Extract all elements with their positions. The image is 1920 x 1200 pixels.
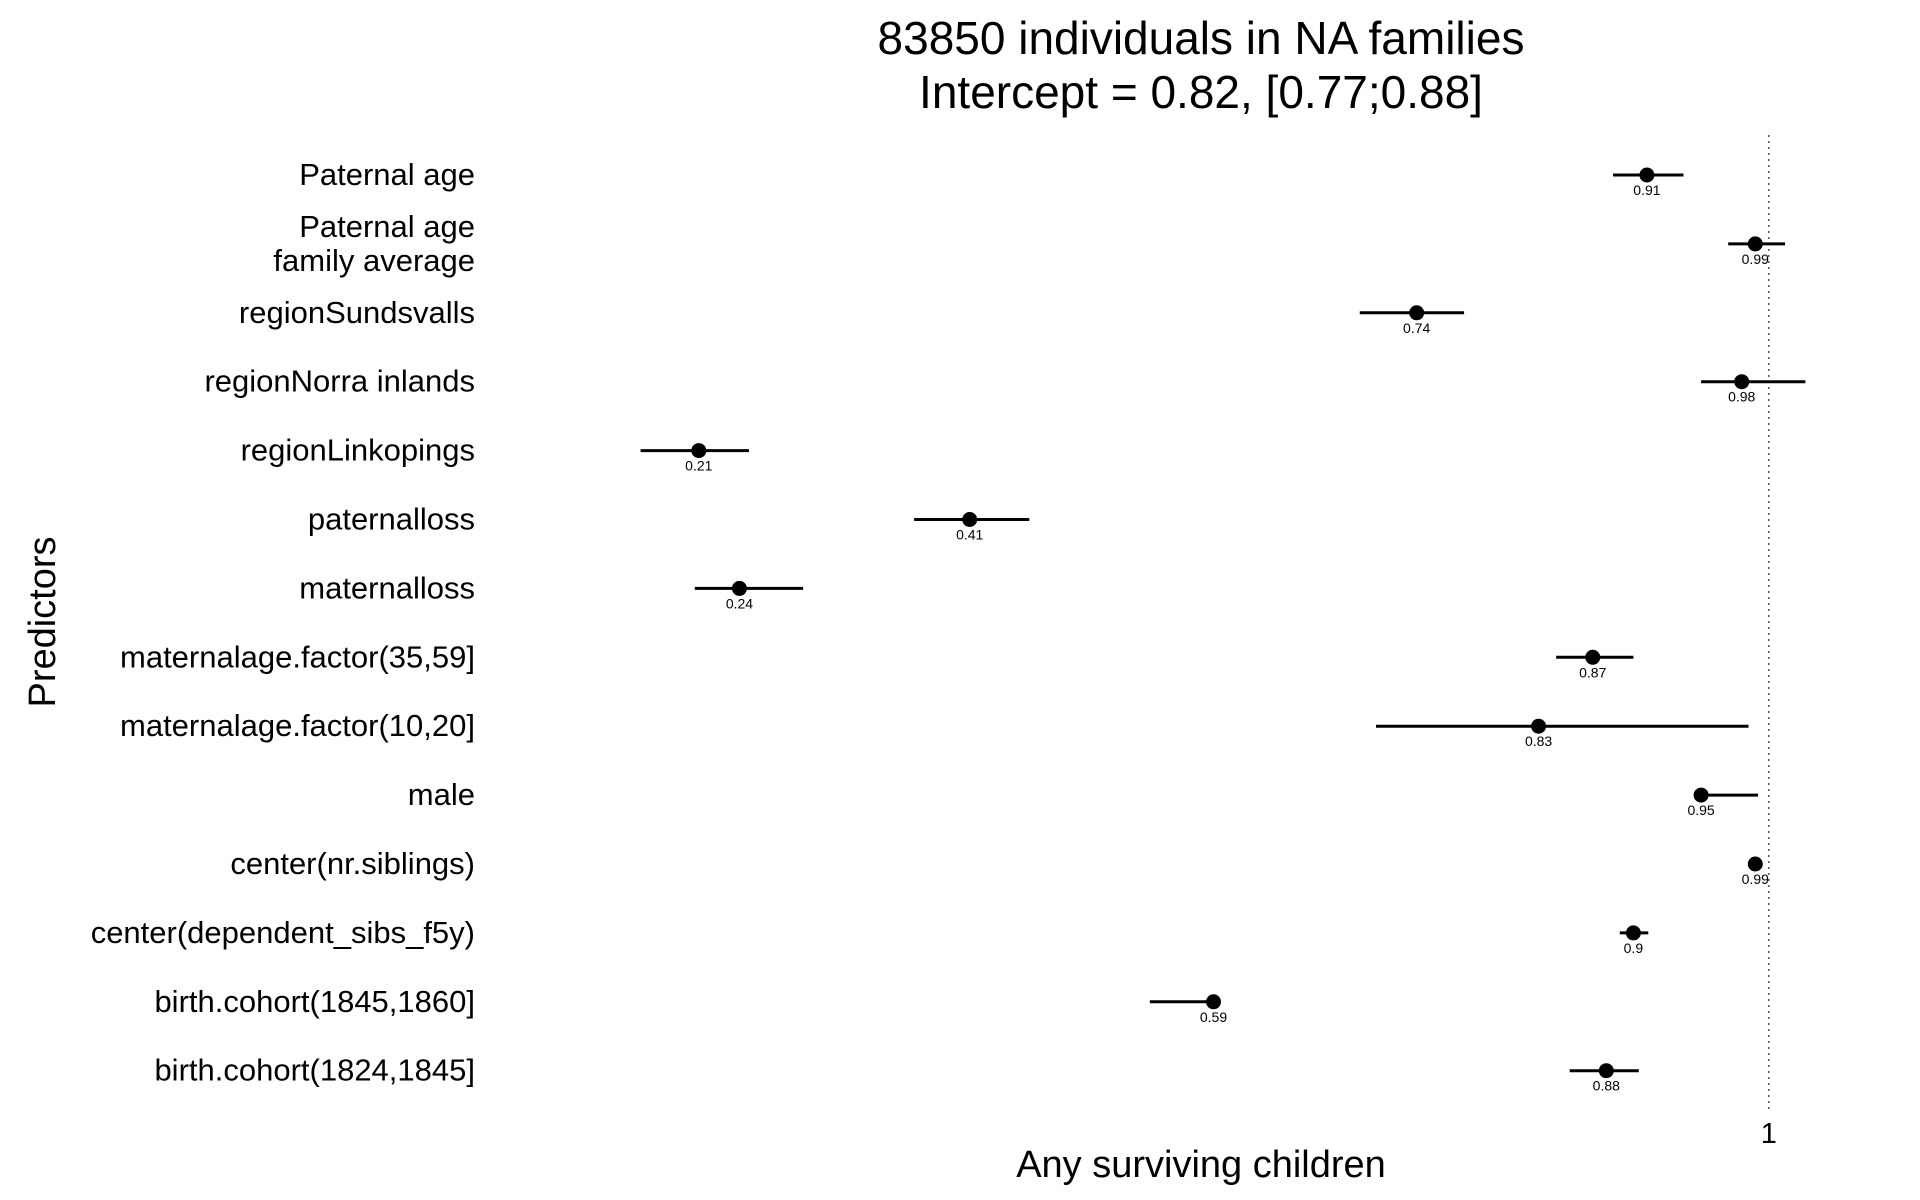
estimate-value-label: 0.21: [685, 458, 712, 474]
estimate-value-label: 0.91: [1633, 182, 1660, 198]
estimate-value-label: 0.88: [1593, 1078, 1620, 1094]
predictor-label: maternalage.factor(10,20]: [120, 708, 475, 743]
estimate-value-label: 0.59: [1200, 1009, 1227, 1025]
predictor-label: center(dependent_sibs_f5y): [91, 915, 475, 950]
estimate-point: [1693, 787, 1709, 803]
predictor-row: birth.cohort(1824,1845] 0.88: [154, 1053, 1639, 1094]
predictor-row: paternalloss 0.41: [308, 502, 1030, 543]
title-line: 83850 individuals in NA families: [878, 12, 1525, 64]
estimate-point: [731, 580, 747, 596]
estimate-value-label: 0.87: [1579, 664, 1606, 680]
predictor-label: regionNorra inlands: [204, 364, 475, 399]
estimate-value-label: 0.41: [956, 527, 983, 543]
predictor-row: regionLinkopings 0.21: [241, 433, 749, 474]
estimate-value-label: 0.98: [1728, 389, 1755, 405]
chart-title: 83850 individuals in NA familiesIntercep…: [878, 12, 1525, 118]
predictor-row: maternalloss 0.24: [299, 570, 804, 611]
predictor-row: Paternal age 0.91: [299, 157, 1684, 198]
estimate-value-label: 0.95: [1687, 802, 1714, 818]
predictor-label: regionSundsvalls: [239, 295, 475, 330]
estimate-point: [1598, 1063, 1614, 1079]
predictor-label: birth.cohort(1845,1860]: [154, 984, 475, 1019]
estimate-point: [962, 512, 978, 527]
estimate-value-label: 0.24: [726, 595, 753, 611]
y-axis-title: Predictors: [22, 536, 64, 707]
predictor-row: center(nr.siblings) 0.99: [230, 846, 1769, 887]
x-axis-title: Any surviving children: [1016, 1144, 1386, 1186]
predictor-label: birth.cohort(1824,1845]: [154, 1053, 475, 1088]
estimate-point: [1747, 856, 1763, 872]
estimate-point: [1639, 167, 1655, 183]
predictor-label: family average: [273, 243, 475, 278]
predictor-label: Paternal age: [299, 209, 475, 244]
predictor-label: center(nr.siblings): [230, 846, 475, 881]
predictor-label: regionLinkopings: [241, 433, 475, 468]
estimate-point: [1531, 718, 1547, 734]
x-tick-label: 1: [1761, 1118, 1777, 1150]
predictor-label: paternalloss: [308, 502, 475, 537]
estimate-point: [1409, 305, 1425, 321]
predictor-label: Paternal age: [299, 157, 475, 192]
title-line: Intercept = 0.82, [0.77;0.88]: [919, 66, 1483, 118]
x-axis-ticks: 1: [1761, 1118, 1777, 1150]
predictor-row: birth.cohort(1845,1860] 0.59: [154, 984, 1227, 1025]
predictor-label: maternalage.factor(35,59]: [120, 639, 475, 674]
predictor-label: maternalloss: [299, 570, 475, 605]
estimate-value-label: 0.9: [1624, 940, 1644, 956]
estimate-point: [1625, 925, 1641, 941]
predictor-row: maternalage.factor(10,20] 0.83: [120, 708, 1749, 749]
estimate-point: [691, 443, 707, 459]
estimate-point: [1747, 236, 1763, 252]
estimate-point: [1585, 649, 1601, 665]
estimate-value-label: 0.99: [1742, 251, 1769, 267]
estimate-point: [1206, 994, 1221, 1010]
estimate-value-label: 0.83: [1525, 733, 1552, 749]
estimate-value-label: 0.99: [1742, 871, 1769, 887]
predictor-row: center(dependent_sibs_f5y) 0.9: [91, 915, 1649, 956]
estimate-point: [1734, 374, 1750, 390]
predictor-row: regionNorra inlands 0.98: [204, 364, 1806, 405]
predictor-row: regionSundsvalls 0.74: [239, 295, 1465, 336]
predictor-label: male: [408, 777, 475, 812]
predictor-row: male 0.95: [408, 777, 1758, 818]
estimate-value-label: 0.74: [1403, 320, 1430, 336]
predictor-row: maternalage.factor(35,59] 0.87: [120, 639, 1634, 680]
